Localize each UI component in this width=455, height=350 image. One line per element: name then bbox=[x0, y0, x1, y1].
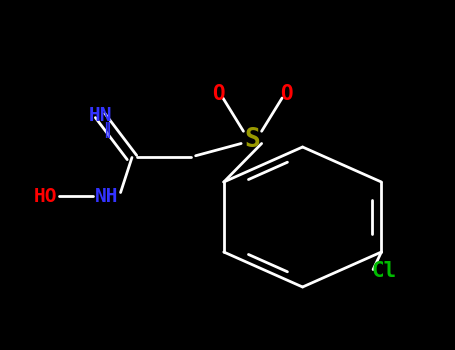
Text: O: O bbox=[280, 84, 293, 105]
Text: HO: HO bbox=[34, 187, 57, 205]
Text: NH: NH bbox=[95, 187, 119, 205]
Text: S: S bbox=[245, 127, 260, 153]
Text: O: O bbox=[212, 84, 225, 105]
Text: Cl: Cl bbox=[372, 261, 397, 281]
Text: HN: HN bbox=[88, 106, 112, 125]
Text: ‖: ‖ bbox=[103, 121, 111, 138]
